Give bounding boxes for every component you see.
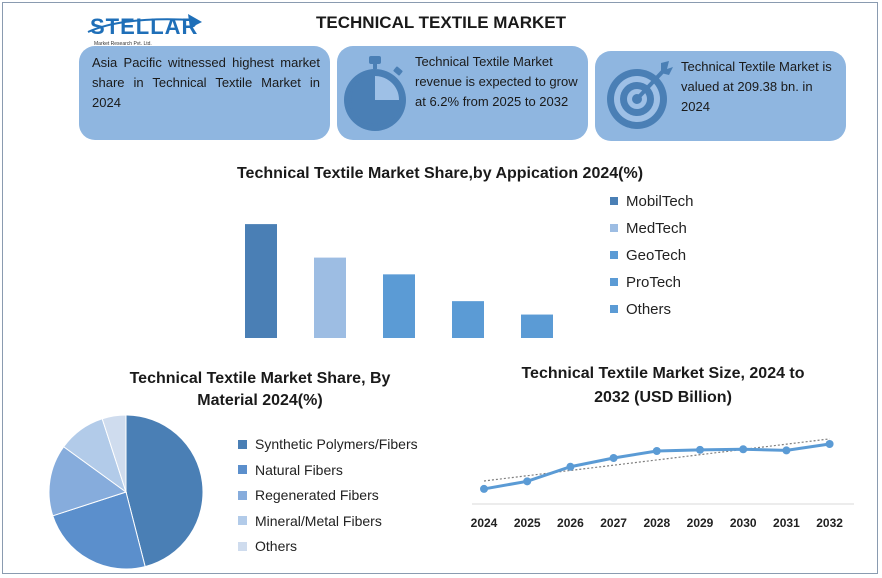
legend-item-geotech: GeoTech xyxy=(610,247,686,264)
pie-slice-0 xyxy=(125,414,204,568)
pie-chart-title-line2: Material 2024(%) xyxy=(197,392,323,409)
pie-slice-2 xyxy=(48,446,128,517)
line-chart: 2024 2025 2026 2027 2028 2029 2030 2031 2032 xyxy=(471,438,854,530)
legend-label: GeoTech xyxy=(626,247,687,264)
x-tick-label: 2030 xyxy=(730,516,757,530)
logo-swoosh-icon xyxy=(87,14,202,33)
legend-swatch xyxy=(610,224,618,233)
pie-legend-item: Others xyxy=(238,538,297,554)
legend-label: ProTech xyxy=(626,274,682,291)
trend-line xyxy=(483,438,830,482)
data-point-2030 xyxy=(739,445,748,454)
stopwatch-icon xyxy=(344,56,406,131)
info-card-growth: Technical Textile Market revenue is expe… xyxy=(337,46,588,140)
data-point-2029 xyxy=(696,445,704,454)
pie-slice-4 xyxy=(101,414,127,493)
line-chart-title-line1: Technical Textile Market Size, 2024 to xyxy=(521,365,805,382)
info-card-valuation: Technical Textile Market is valued at 20… xyxy=(595,51,846,141)
legend-label: Others xyxy=(626,301,672,318)
bar-mobiltech xyxy=(245,224,277,338)
x-tick-label: 2024 xyxy=(471,516,498,530)
legend-label: MedTech xyxy=(626,220,687,237)
data-point-2028 xyxy=(652,447,661,455)
page-title: TECHNICAL TEXTILE MARKET xyxy=(316,13,566,32)
bar-geotech xyxy=(383,274,415,338)
legend-item-mobiltech: MobilTech xyxy=(610,193,694,210)
logo-name: STELLAR xyxy=(90,14,199,39)
info-card-region: Asia Pacific witnessed highest market sh… xyxy=(79,46,330,140)
legend-label: MobilTech xyxy=(626,193,694,210)
x-tick-label: 2029 xyxy=(687,516,714,530)
logo: STELLAR Market Research Pvt. Ltd. xyxy=(84,10,214,50)
pie-chart-title-line1: Technical Textile Market Share, By xyxy=(129,370,391,387)
data-point-2025 xyxy=(523,477,532,486)
pie-legend-item: Mineral/Metal Fibers xyxy=(238,513,382,529)
pie-legend-item: Regenerated Fibers xyxy=(238,487,379,503)
data-point-2024 xyxy=(480,484,488,493)
data-point-2032 xyxy=(825,440,834,448)
x-tick-label: 2026 xyxy=(557,516,584,530)
legend-label: Natural Fibers xyxy=(255,461,343,478)
legend-label: Regenerated Fibers xyxy=(255,487,379,503)
legend-swatch xyxy=(238,439,247,449)
data-point-2026 xyxy=(566,462,575,471)
legend-swatch xyxy=(610,197,618,206)
info-card-text: Technical Textile Market is valued at 20… xyxy=(681,59,832,114)
logo-subtitle: Market Research Pvt. Ltd. xyxy=(94,41,152,47)
legend-swatch xyxy=(610,251,618,260)
x-tick-label: 2028 xyxy=(643,516,670,530)
data-point-2031 xyxy=(782,446,791,455)
x-tick-label: 2032 xyxy=(816,516,843,530)
legend-swatch xyxy=(238,465,247,475)
pie-chart-title: Technical Textile Market Share, By Mater… xyxy=(80,368,440,412)
legend-swatch xyxy=(238,541,247,551)
info-card-text: Asia Pacific witnessed highest market sh… xyxy=(92,55,320,110)
bar-chart xyxy=(245,224,553,338)
pie-legend-item: Synthetic Polymers/Fibers xyxy=(238,436,418,452)
legend-swatch xyxy=(238,516,247,526)
legend-swatch xyxy=(610,305,618,314)
target-icon xyxy=(607,61,673,129)
line-chart-title: Technical Textile Market Size, 2024 to 2… xyxy=(468,362,858,410)
x-tick-label: 2027 xyxy=(600,516,627,530)
pie-chart xyxy=(48,414,204,570)
legend-item-others: Others xyxy=(610,301,671,318)
bar-protech xyxy=(452,301,484,338)
line-chart-title-line2: 2032 (USD Billion) xyxy=(594,389,732,406)
data-point-2027 xyxy=(609,454,618,462)
info-card-text: Technical Textile Market revenue is expe… xyxy=(415,54,578,109)
legend-swatch xyxy=(610,278,618,287)
bar-chart-title: Technical Textile Market Share,by Appica… xyxy=(236,165,644,182)
legend-label: Mineral/Metal Fibers xyxy=(255,512,382,529)
pie-legend-item: Natural Fibers xyxy=(238,462,343,478)
legend-item-protech: ProTech xyxy=(610,274,681,291)
legend-item-medtech: MedTech xyxy=(610,220,687,237)
legend-label: Others xyxy=(255,538,298,554)
pie-slice-1 xyxy=(52,491,146,570)
x-tick-label: 2031 xyxy=(773,516,800,530)
bar-others xyxy=(521,314,553,338)
bar-medtech xyxy=(314,257,346,338)
legend-swatch xyxy=(238,490,247,500)
x-tick-label: 2025 xyxy=(514,516,541,530)
legend-label: Synthetic Polymers/Fibers xyxy=(255,436,418,452)
